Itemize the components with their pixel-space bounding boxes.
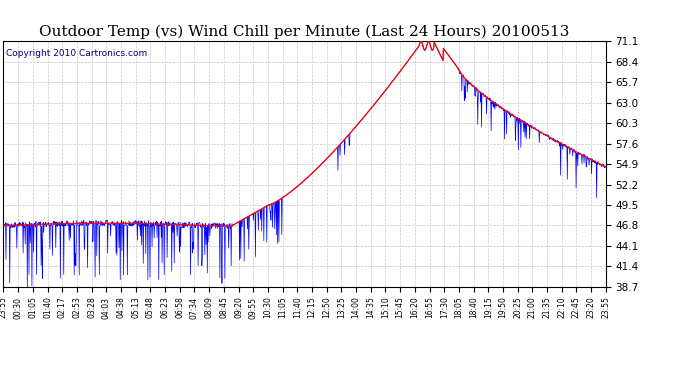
Text: Copyright 2010 Cartronics.com: Copyright 2010 Cartronics.com	[6, 49, 148, 58]
Title: Outdoor Temp (vs) Wind Chill per Minute (Last 24 Hours) 20100513: Outdoor Temp (vs) Wind Chill per Minute …	[39, 24, 570, 39]
